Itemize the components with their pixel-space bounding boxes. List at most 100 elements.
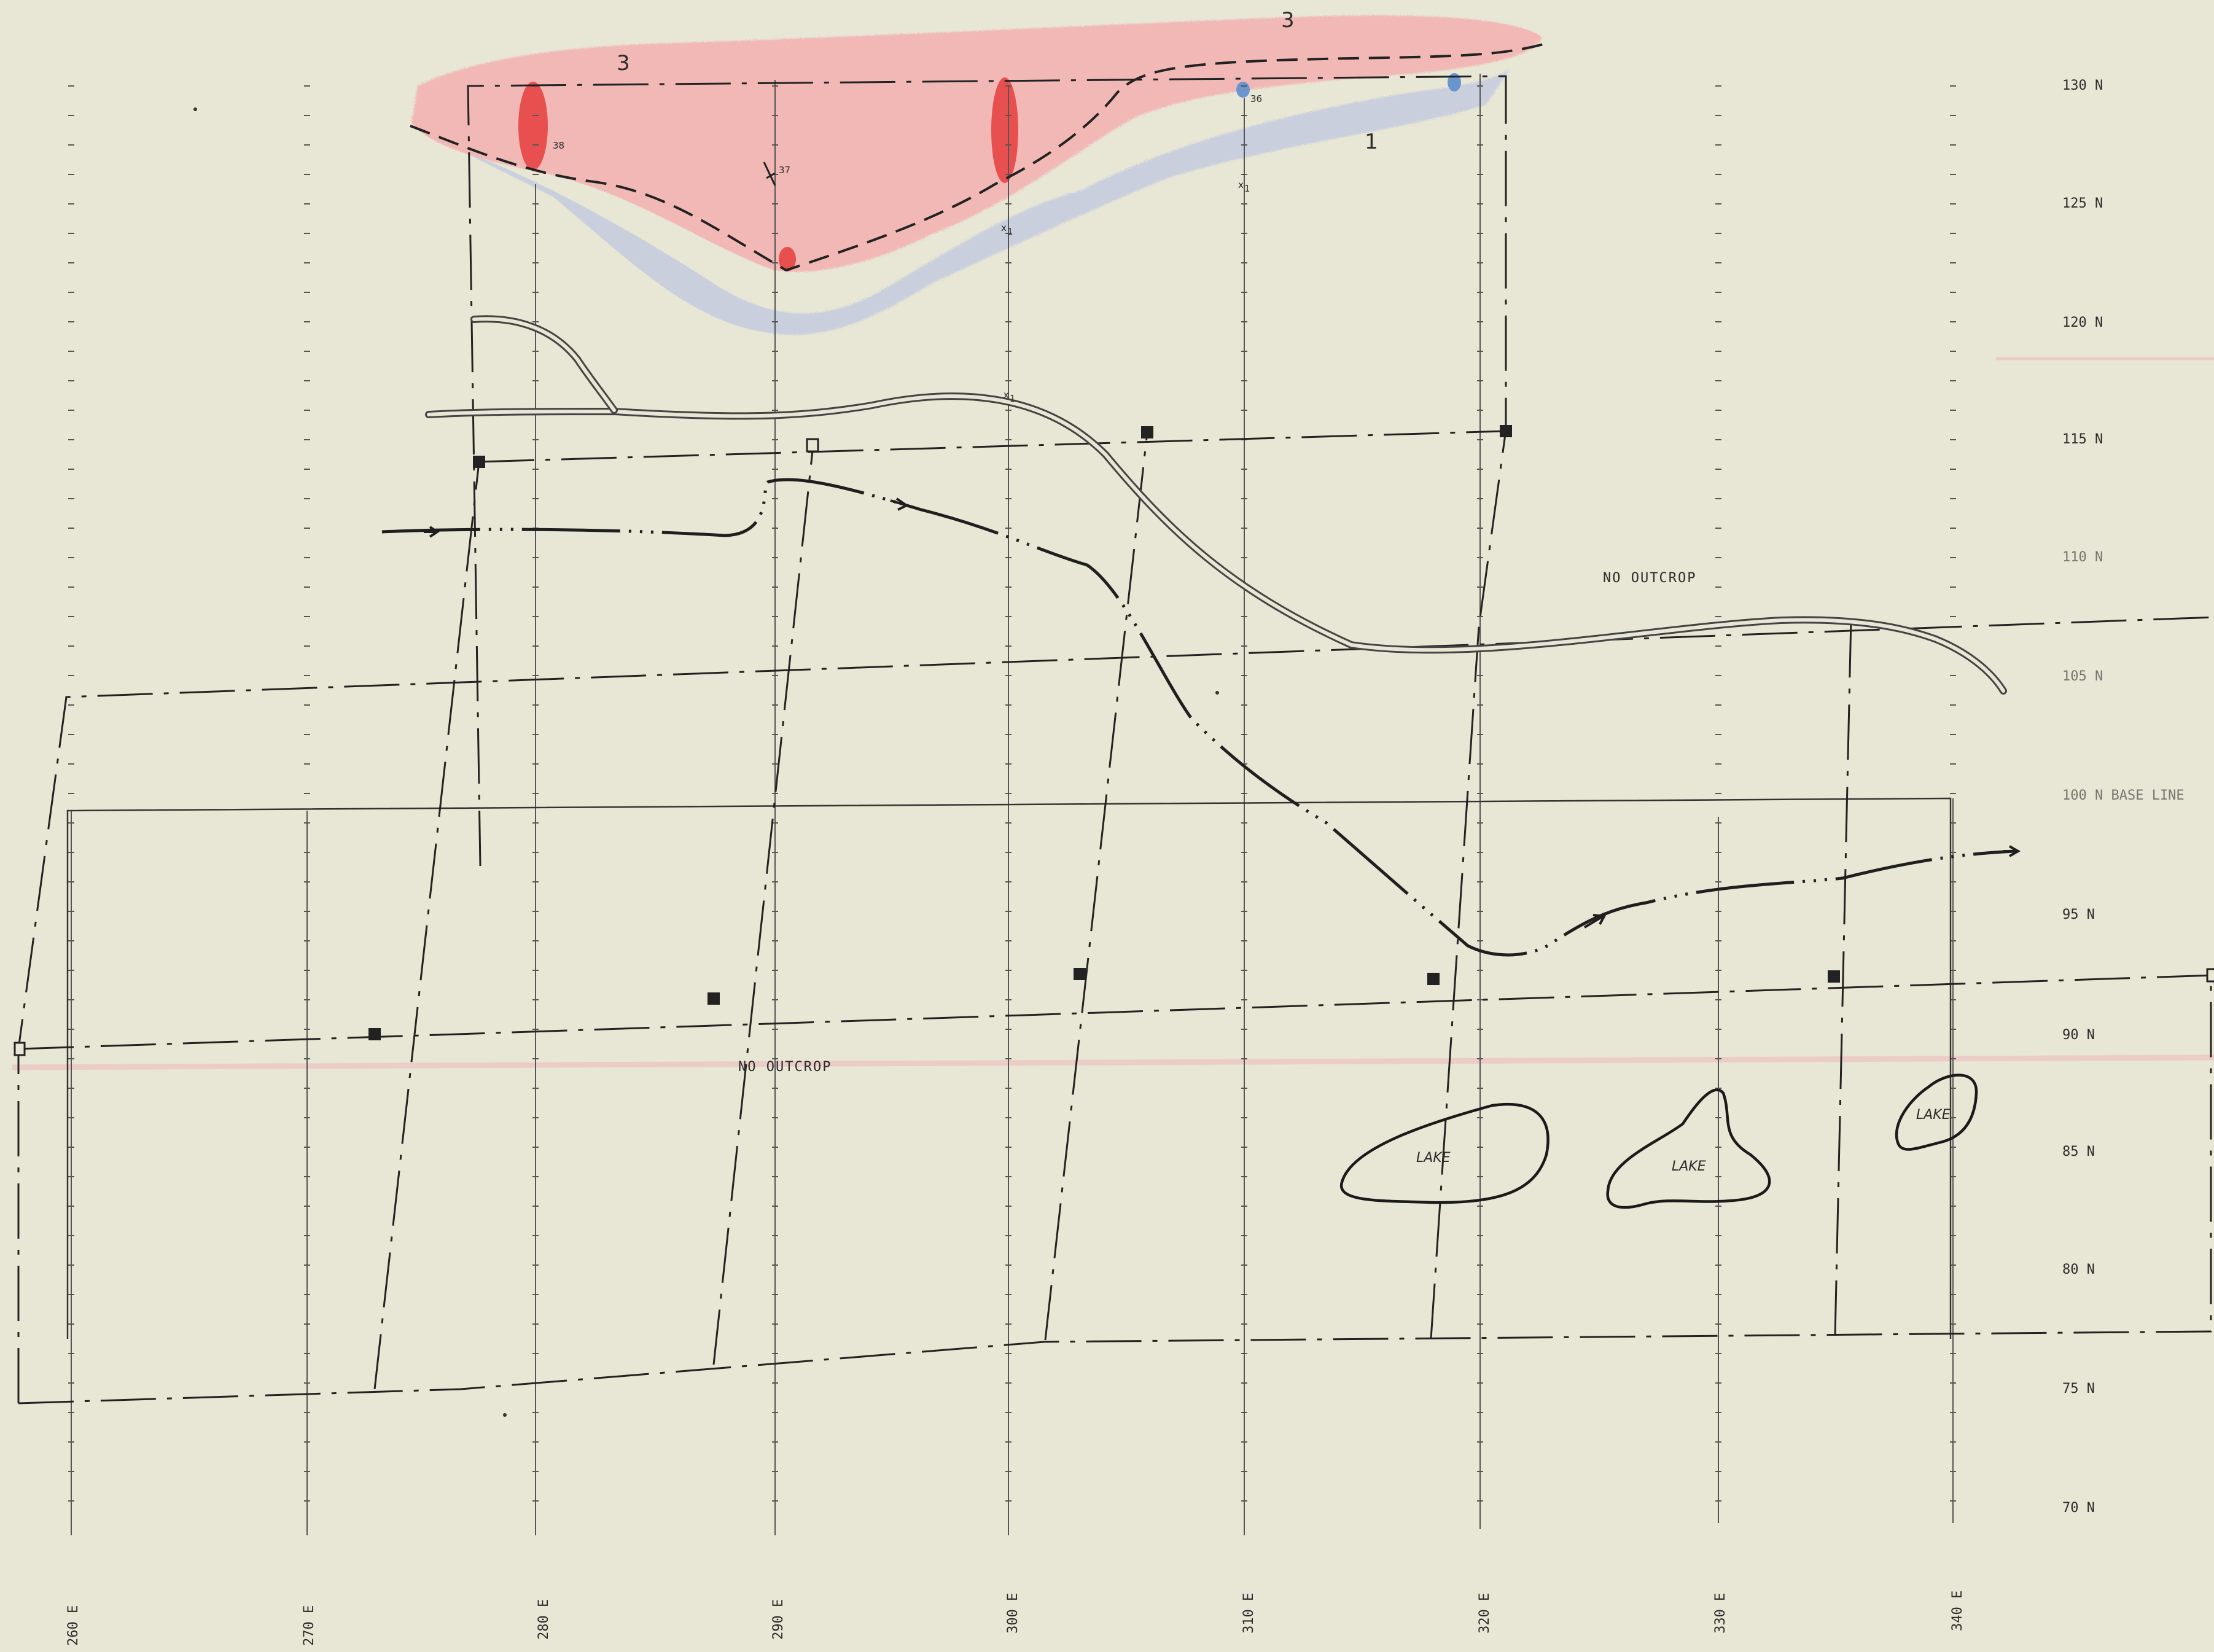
easting-label: 330 E <box>1713 1593 1728 1634</box>
northing-label: 80 N <box>2062 1262 2095 1277</box>
claim-boundary-main <box>17 616 2214 1403</box>
northing-label: 115 N <box>2062 432 2103 447</box>
no-outcrop-label: NO OUTCROP <box>1603 571 1696 586</box>
unit-label: 1 <box>1365 130 1378 154</box>
sample-mark: x <box>1004 389 1009 400</box>
northing-label: 85 N <box>2062 1144 2095 1159</box>
flow-arrow <box>890 497 909 511</box>
station-marker <box>1500 425 1512 437</box>
traverse-line-g <box>1834 618 1852 1336</box>
traverse-line-a <box>478 430 1507 463</box>
stray-mark <box>1215 691 1219 695</box>
northing-label: 70 N <box>2062 1500 2095 1516</box>
survey-boundaries <box>17 75 2214 1405</box>
northing-label: 90 N <box>2062 1027 2095 1043</box>
stray-mark <box>193 107 197 111</box>
northing-label: 75 N <box>2062 1381 2095 1397</box>
station-marker <box>1141 426 1153 438</box>
lake-label: LAKE <box>1916 1107 1951 1123</box>
station-marker <box>1074 968 1086 980</box>
unit-3-pod <box>991 77 1018 183</box>
unit-3-pod <box>779 247 796 271</box>
lake-outline-1 <box>1339 1102 1549 1204</box>
road-fill <box>427 394 2005 693</box>
stray-mark <box>503 1413 507 1417</box>
fold-crease <box>12 1054 2214 1070</box>
traverse-line-f <box>1430 626 1480 1339</box>
sample-mark: x <box>1001 222 1007 233</box>
easting-label: 290 E <box>771 1599 786 1640</box>
sample-mark-sub: 1 <box>1007 226 1013 237</box>
station-marker <box>707 992 720 1005</box>
stream-upper <box>381 478 2015 957</box>
lake-label: LAKE <box>1416 1150 1451 1166</box>
station-marker-open <box>806 438 819 453</box>
easting-label: 340 E <box>1950 1591 1965 1631</box>
base-grid-frame <box>66 797 1952 1339</box>
road <box>425 315 2007 695</box>
traverse-line-e <box>1044 432 1148 1341</box>
lakes <box>1339 1073 1978 1209</box>
easting-label: 270 E <box>302 1605 317 1646</box>
sample-mark-sub: 1 <box>1244 183 1250 194</box>
unit-label: 3 <box>617 51 630 76</box>
blue-outcrop <box>1448 73 1461 92</box>
traverse-line-b <box>18 974 2214 1050</box>
lake-outline-2 <box>1606 1088 1771 1209</box>
strike-dip-symbol <box>763 162 776 186</box>
easting-label: 320 E <box>1477 1593 1492 1634</box>
station-number: 36 <box>1250 93 1262 104</box>
station-marker <box>473 456 485 468</box>
northing-labels: 130 N 125 N 120 N 115 N 110 N 105 N 100 … <box>2062 78 2185 1516</box>
station-marker-open <box>14 1042 26 1056</box>
strike-dip-symbol <box>766 172 776 179</box>
station-marker-open <box>2206 968 2214 983</box>
flow-arrow <box>2003 845 2021 857</box>
sample-marks: x 1 x 1 x 1 <box>1001 179 1250 404</box>
geologic-contact <box>410 42 1548 272</box>
road-branch-fill <box>472 317 616 412</box>
sample-mark-sub: 1 <box>1010 393 1016 404</box>
northing-label: 105 N <box>2062 669 2103 684</box>
survey-stations <box>14 425 2214 1056</box>
no-outcrop-label: NO OUTCROP <box>738 1059 832 1075</box>
traverse-line-d <box>712 445 814 1365</box>
sample-mark: x <box>1238 179 1244 190</box>
contact-line <box>410 42 1548 272</box>
unit-3-pod <box>518 82 548 170</box>
station-marker <box>1427 973 1440 985</box>
easting-label: 310 E <box>1241 1593 1257 1634</box>
lake-labels: LAKE LAKE LAKE <box>1416 1107 1951 1174</box>
blue-outcrop <box>1236 82 1250 98</box>
easting-labels: 260 E 270 E 280 E 290 E 300 E 310 E 320 … <box>66 1591 1965 1646</box>
claim-boundary-north <box>467 75 1507 867</box>
baseline-frame <box>66 797 1952 1339</box>
unit-label: 3 <box>1281 8 1295 33</box>
northing-label: 125 N <box>2062 196 2103 211</box>
flow-arrow <box>1583 914 1607 929</box>
flow-arrow <box>424 526 440 538</box>
stream <box>381 478 2021 957</box>
easting-label: 280 E <box>536 1599 552 1640</box>
lake-label: LAKE <box>1672 1159 1706 1174</box>
northing-label: 95 N <box>2062 907 2095 922</box>
northing-label: 100 N BASE LINE <box>2062 788 2185 803</box>
station-number: 37 <box>779 165 790 176</box>
lake-outline-3 <box>1895 1073 1978 1151</box>
survey-grid <box>71 74 1954 1535</box>
northing-label: 120 N <box>2062 315 2103 330</box>
easting-label: 260 E <box>66 1605 81 1646</box>
northing-label: 110 N <box>2062 550 2103 565</box>
station-marker <box>368 1028 381 1040</box>
traverse-line-c <box>373 461 480 1390</box>
easting-label: 300 E <box>1005 1593 1021 1634</box>
northing-label: 130 N <box>2062 78 2103 93</box>
red-shading <box>411 15 1542 272</box>
station-marker <box>1828 970 1840 983</box>
blue-shading <box>454 68 1511 335</box>
claim-boundary-south <box>18 973 2212 1405</box>
unit-3-shading <box>411 15 1542 335</box>
station-number: 38 <box>553 140 564 151</box>
